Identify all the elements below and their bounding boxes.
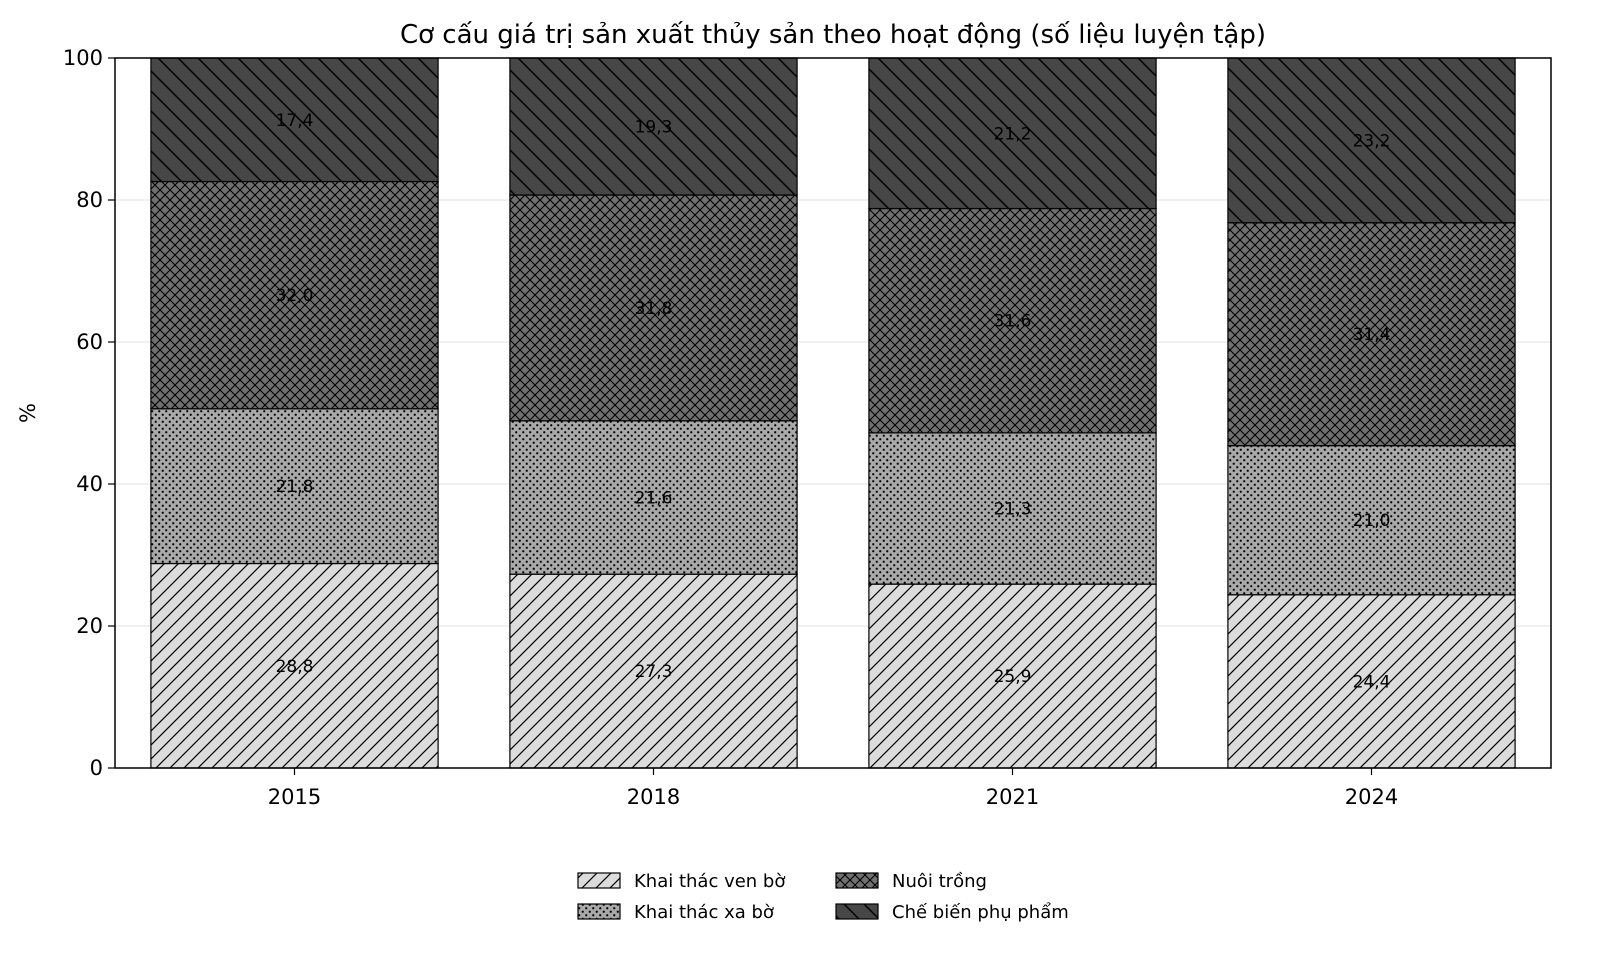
x-tick-label: 2024: [1345, 785, 1398, 809]
data-label: 21,6: [635, 488, 673, 508]
data-label: 21,0: [1353, 511, 1391, 531]
legend-swatch: [577, 903, 621, 920]
data-label: 19,3: [635, 118, 673, 138]
data-label: 21,2: [994, 124, 1032, 144]
data-label: 31,6: [994, 312, 1032, 332]
bars: [150, 57, 1516, 769]
bar-segment: [868, 432, 1157, 585]
x-tick-label: 2018: [627, 785, 680, 809]
data-label: 25,9: [994, 667, 1032, 687]
data-label: 21,8: [276, 477, 314, 497]
data-label: 28,8: [276, 657, 314, 677]
y-tick-label: 80: [76, 188, 103, 212]
y-tick-label: 100: [63, 46, 103, 70]
legend-label: Khai thác ven bờ: [634, 871, 785, 892]
bar-segment: [150, 408, 439, 565]
x-tick-label: 2021: [986, 785, 1039, 809]
legend-swatch: [835, 903, 879, 920]
bar-segment: [509, 573, 798, 769]
y-tick-label: 20: [76, 614, 103, 638]
legend-swatch: [835, 872, 879, 889]
x-axis: 2015 2018 2021 2024: [268, 768, 1398, 809]
y-axis-label: %: [16, 403, 40, 423]
y-axis: 0 20 40 60 80 100: [63, 46, 115, 780]
bar-segment: [868, 57, 1157, 210]
plot-frame: [114, 57, 1552, 769]
legend: Khai thác ven bờ Khai thác xa bờ Nuôi trồn…: [577, 871, 1069, 923]
bar-segment: [150, 562, 439, 769]
bar-segment: [150, 180, 439, 410]
legend-label: Nuôi trồng: [892, 871, 987, 892]
bar-segment: [1227, 594, 1516, 769]
data-label: 24,4: [1353, 672, 1391, 692]
data-label: 27,3: [635, 662, 673, 682]
data-label: 31,4: [1353, 325, 1391, 345]
legend-swatch: [577, 872, 621, 889]
x-tick-label: 2015: [268, 785, 321, 809]
y-tick-label: 40: [76, 472, 103, 496]
bar-segment: [1227, 445, 1516, 596]
bar-segment: [1227, 57, 1516, 224]
chart-title: Cơ cấu giá trị sản xuất thủy sản theo ho…: [400, 20, 1266, 50]
bar-segment: [509, 194, 798, 422]
data-label: 17,4: [276, 111, 314, 131]
data-labels: 28,8 21,8 32,0 17,4 27,3 21,6 31,8 19,3 25,9 21,3…: [276, 111, 1391, 693]
data-label: 23,2: [1353, 131, 1391, 151]
bar-segment: [509, 420, 798, 575]
data-label: 31,8: [635, 299, 673, 319]
legend-label: Chế biến phụ phẩm: [892, 902, 1069, 923]
y-tick-label: 0: [90, 756, 103, 780]
y-tick-label: 60: [76, 330, 103, 354]
bar-segment: [868, 207, 1157, 434]
bar-segment: [509, 57, 798, 196]
data-label: 32,0: [276, 286, 314, 306]
legend-label: Khai thác xa bờ: [634, 902, 774, 923]
data-label: 21,3: [994, 499, 1032, 519]
bar-segment: [1227, 222, 1516, 447]
